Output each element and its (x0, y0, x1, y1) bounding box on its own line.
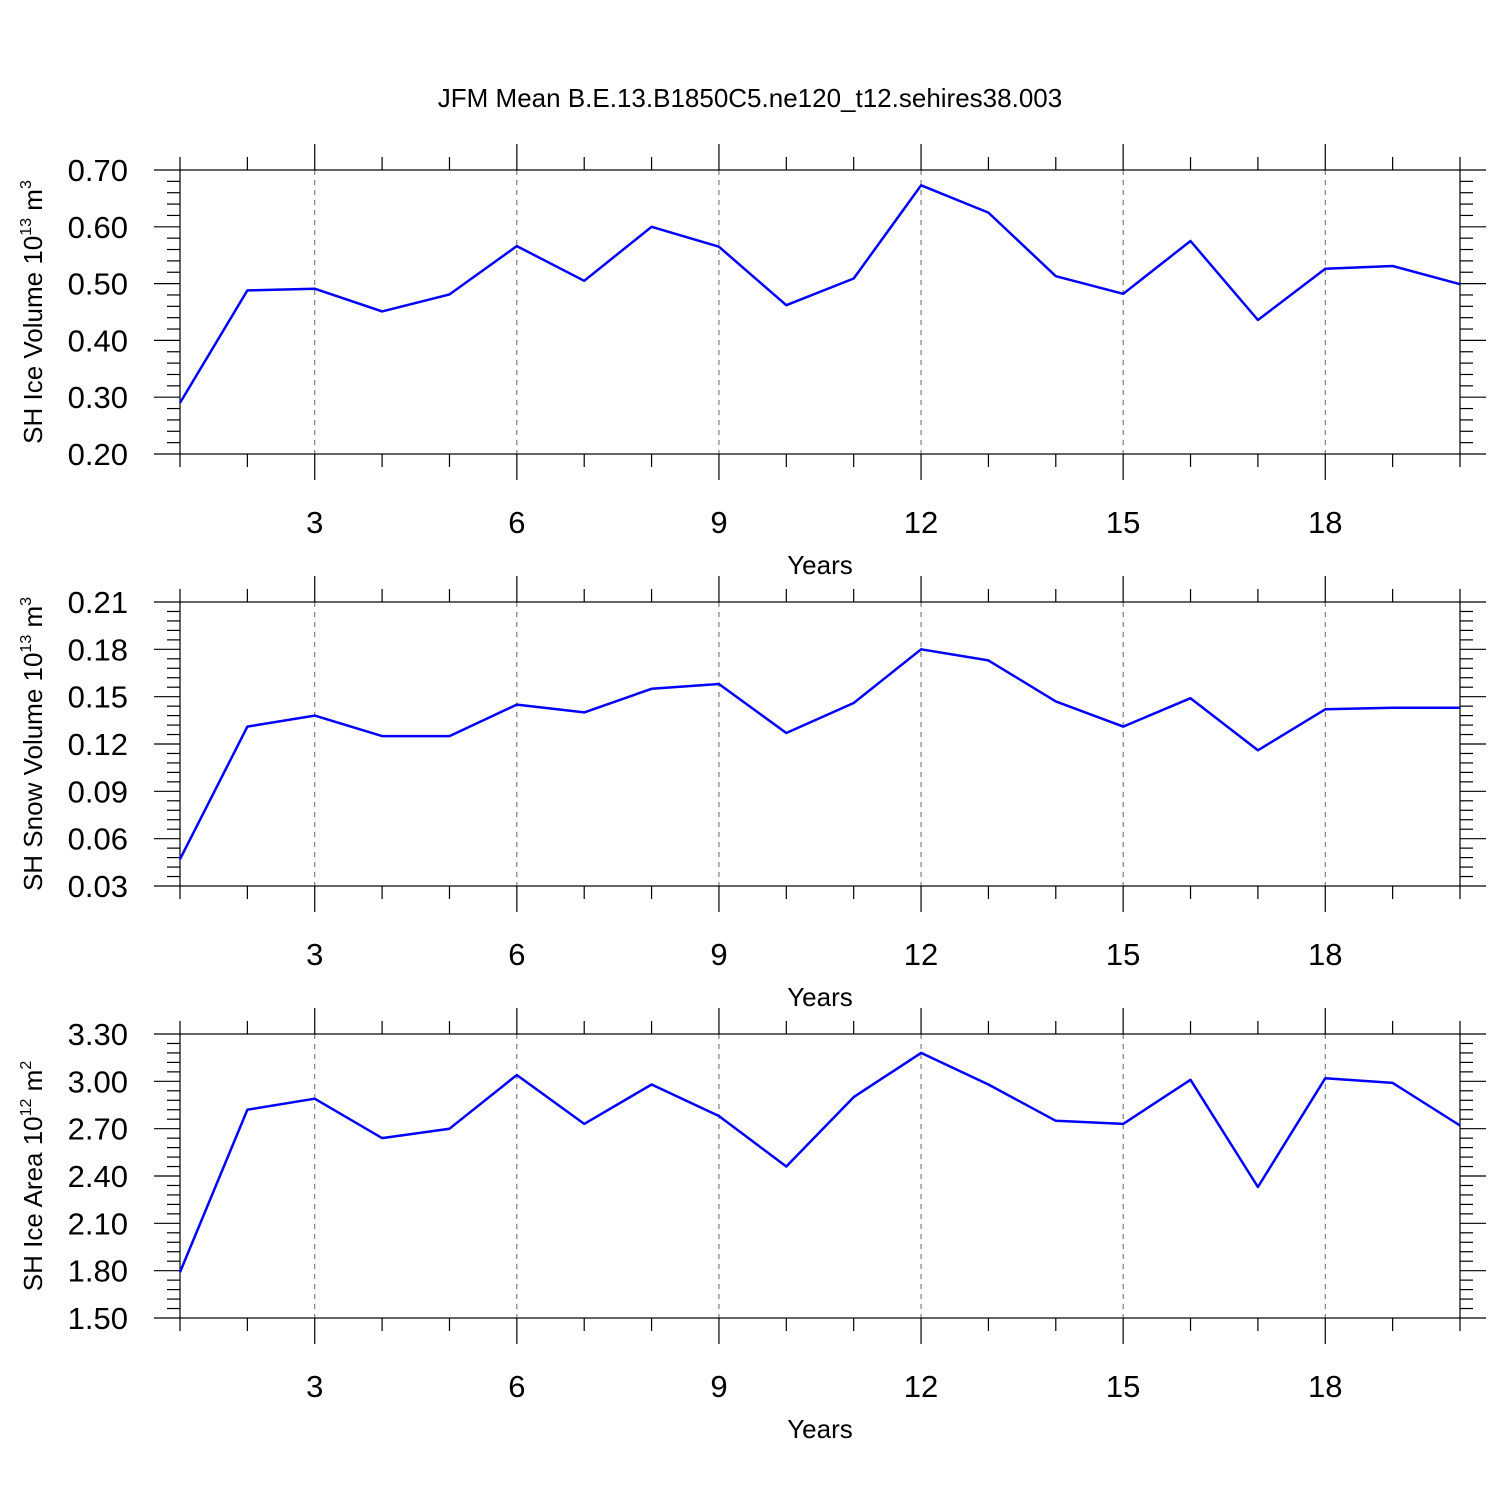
x-tick-label: 9 (710, 1369, 727, 1404)
y-tick-label: 2.70 (68, 1112, 128, 1147)
x-tick-label: 3 (306, 937, 323, 972)
y-tick-label: 0.12 (68, 727, 128, 762)
panel-3: 1.50 1.80 2.10 2.40 2.70 3.00 3.30 3 6 9 12 15 18 Yea… (18, 1008, 1486, 1444)
y-tick-label: 2.10 (68, 1206, 128, 1241)
x-tick-label: 3 (306, 505, 323, 540)
y-tick-label: 0.09 (68, 774, 128, 809)
panel-2: 0.03 0.06 0.09 0.12 0.15 0.18 0.21 3 6 9 12 15 18 Yea… (18, 576, 1486, 1012)
x-axis-title: Years (787, 982, 853, 1012)
y-axis-title-superscript: 3 (18, 180, 35, 189)
panels-group: 0.20 0.30 0.40 0.50 0.60 0.70 3 6 9 12 15 18 Years SH… (18, 144, 1486, 1444)
x-tick-label: 6 (508, 1369, 525, 1404)
y-tick-label: 0.20 (68, 437, 128, 472)
y-tick-label: 0.21 (68, 585, 128, 620)
x-tick-label: 18 (1308, 1369, 1342, 1404)
series-line (178, 1051, 1461, 1273)
y-tick-label: 0.40 (68, 323, 128, 358)
y-tick-label: 0.60 (68, 210, 128, 245)
y-axis-title-superscript: 12 (18, 1098, 35, 1116)
y-tick-label: 0.70 (68, 153, 128, 188)
y-axis-title-superscript: 2 (18, 1061, 35, 1070)
x-tick-label: 9 (710, 505, 727, 540)
x-tick-label: 6 (508, 505, 525, 540)
x-tick-label: 6 (508, 937, 525, 972)
series-line (178, 184, 1461, 404)
y-axis-title-superscript: 13 (18, 635, 35, 653)
x-tick-label: 12 (904, 1369, 938, 1404)
x-tick-label: 9 (710, 937, 727, 972)
y-axis-title-part: m (18, 189, 48, 218)
y-tick-label: 0.03 (68, 869, 128, 904)
y-tick-label: 1.80 (68, 1254, 128, 1289)
plot-frame (179, 169, 1461, 455)
figure-title: JFM Mean B.E.13.B1850C5.ne120_t12.sehire… (438, 83, 1062, 113)
y-axis-title: SH Snow Volume 1013 m3 (18, 597, 48, 891)
x-axis-title: Years (787, 1414, 853, 1444)
y-axis-title-part: SH Ice Volume 10 (18, 236, 48, 444)
y-axis-title-part: SH Ice Area 10 (18, 1116, 48, 1291)
x-tick-label: 15 (1106, 937, 1140, 972)
y-axis-title-superscript: 3 (18, 597, 35, 606)
y-axis-title: SH Ice Volume 1013 m3 (18, 180, 48, 444)
x-tick-label: 12 (904, 505, 938, 540)
y-tick-label: 0.50 (68, 267, 128, 302)
y-tick-label: 0.30 (68, 380, 128, 415)
y-tick-label: 0.06 (68, 822, 128, 857)
x-tick-label: 18 (1308, 505, 1342, 540)
y-tick-label: 1.50 (68, 1301, 128, 1336)
y-axis-title: SH Ice Area 1012 m2 (18, 1061, 48, 1292)
y-tick-label: 2.40 (68, 1159, 128, 1194)
y-axis-title-superscript: 13 (18, 218, 35, 236)
x-tick-label: 15 (1106, 505, 1140, 540)
x-tick-label: 18 (1308, 937, 1342, 972)
y-tick-label: 0.15 (68, 680, 128, 715)
x-tick-label: 12 (904, 937, 938, 972)
y-axis-title-part: m (18, 1070, 48, 1099)
series-line (178, 648, 1460, 860)
y-tick-label: 0.18 (68, 632, 128, 667)
y-axis-title-part: m (18, 606, 48, 635)
x-tick-label: 15 (1106, 1369, 1140, 1404)
x-axis-title: Years (787, 550, 853, 580)
y-tick-label: 3.30 (68, 1017, 128, 1052)
y-tick-label: 3.00 (68, 1064, 128, 1099)
x-tick-label: 3 (306, 1369, 323, 1404)
panel-1: 0.20 0.30 0.40 0.50 0.60 0.70 3 6 9 12 15 18 Years SH… (18, 144, 1486, 580)
y-axis-title-part: SH Snow Volume 10 (18, 653, 48, 891)
